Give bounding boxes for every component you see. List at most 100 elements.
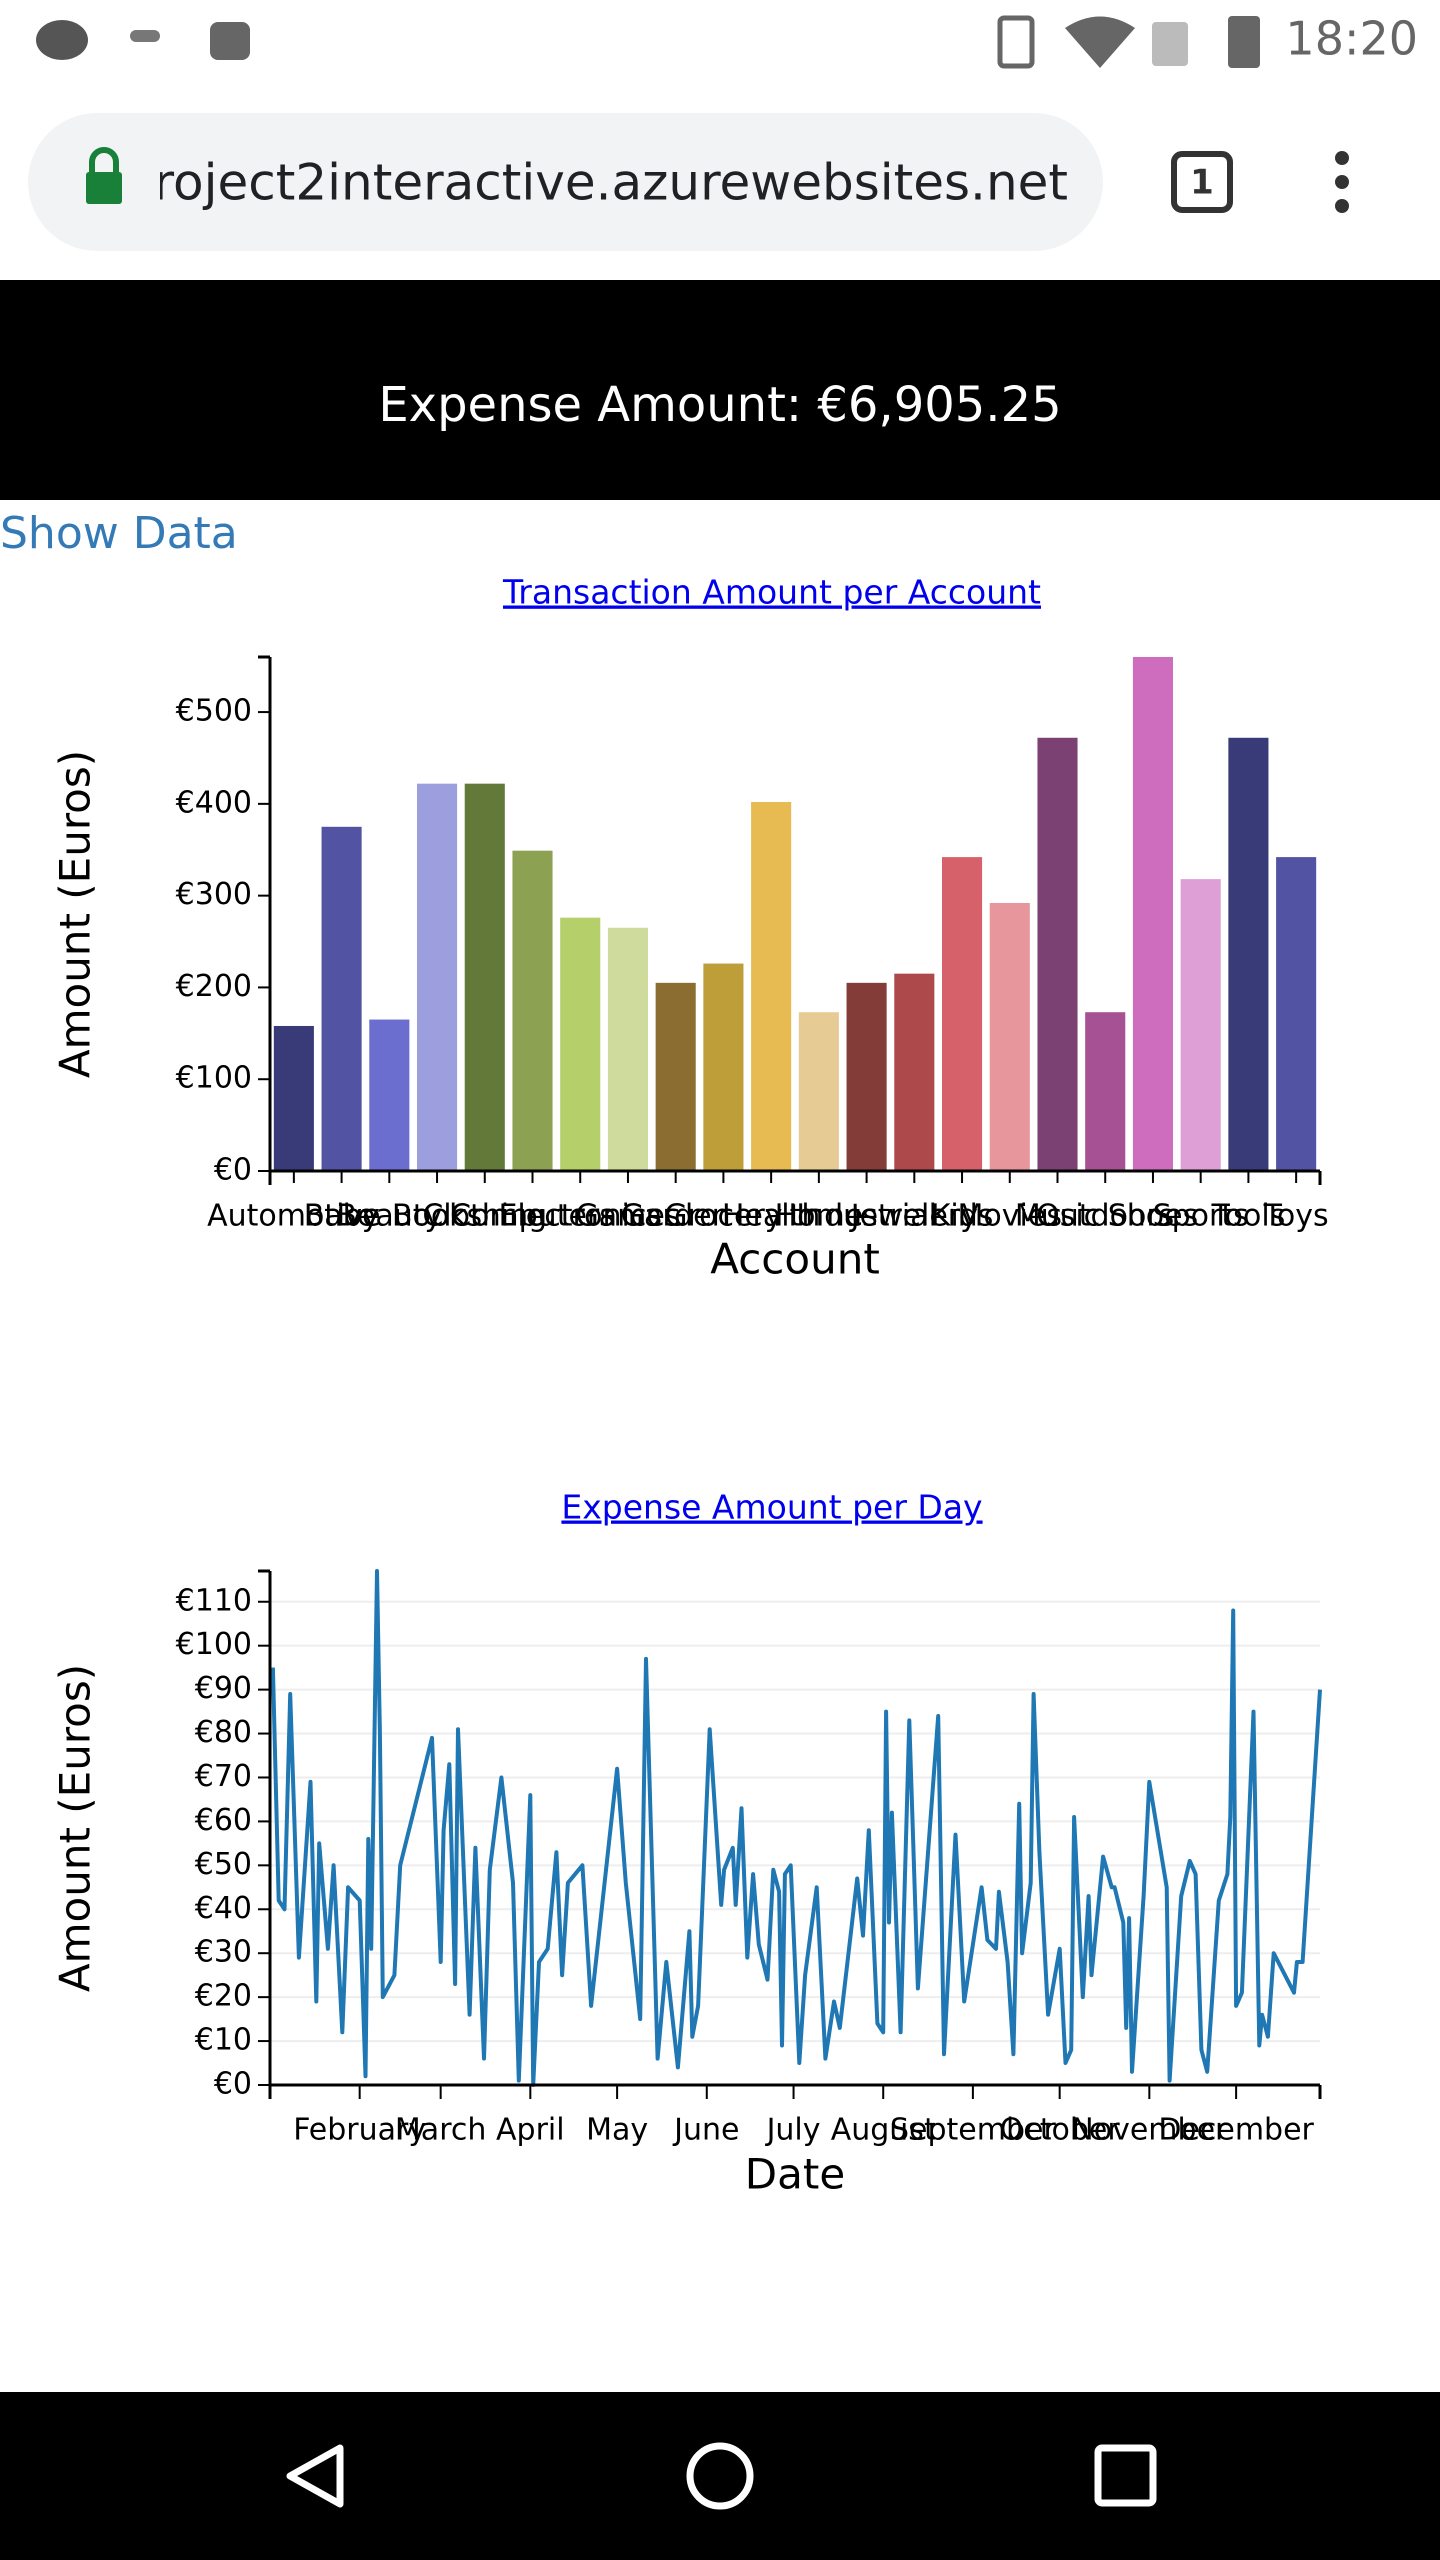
y-tick-label: €0 — [214, 1153, 252, 1188]
bar — [1085, 1012, 1126, 1171]
bar — [464, 783, 505, 1171]
x-tick-label: Games — [575, 1199, 680, 1234]
x-tick-label: Kids — [931, 1199, 994, 1234]
x-tick-label: Industrial — [796, 1199, 937, 1234]
x-tick-label: Toys — [1263, 1199, 1329, 1234]
y-axis-title: Amount (Euros) — [51, 1664, 100, 1992]
bar — [1180, 879, 1221, 1171]
nav-bar — [0, 2392, 1440, 2560]
x-tick-label: Electronics — [498, 1199, 662, 1234]
x-axis-title: Account — [710, 1235, 880, 1284]
bar — [607, 927, 648, 1171]
x-tick-label: March — [395, 2113, 486, 2148]
y-tick-label: €100 — [176, 1061, 252, 1096]
bar — [1228, 737, 1269, 1171]
bar — [273, 1025, 314, 1171]
y-tick-label: €200 — [176, 969, 252, 1004]
vibrate-icon — [997, 15, 1035, 69]
y-tick-label: €30 — [195, 1935, 252, 1970]
show-data-link[interactable]: Show Data — [0, 508, 238, 559]
x-tick-label: Clothing — [422, 1199, 547, 1234]
header-title: Expense Amount: €6,905.25 — [378, 377, 1061, 433]
x-tick-label: Tools — [1210, 1199, 1285, 1234]
x-tick-label: Outdoors — [1036, 1199, 1174, 1234]
battery-icon — [1228, 16, 1260, 68]
status-icon — [130, 30, 160, 42]
x-tick-label: Computers — [450, 1199, 615, 1234]
x-tick-label: Beauty — [336, 1199, 442, 1234]
x-tick-label: November — [1071, 2113, 1228, 2148]
bar — [798, 1012, 839, 1171]
x-tick-label: October — [1000, 2113, 1121, 2148]
status-icon — [210, 22, 250, 60]
y-tick-label: €60 — [195, 1803, 252, 1838]
x-axis-title: Date — [745, 2150, 845, 2199]
bar — [1276, 857, 1317, 1171]
charts: Transaction Amount per Account Amount (Eu… — [51, 573, 1329, 2199]
x-tick-label: Music — [1015, 1199, 1100, 1234]
bar — [703, 963, 744, 1171]
y-tick-label: €400 — [176, 785, 252, 820]
y-tick-label: €10 — [195, 2023, 252, 2058]
bar — [655, 982, 696, 1171]
tab-count[interactable]: 1 — [1190, 163, 1214, 203]
y-tick-label: €100 — [176, 1627, 252, 1662]
bar — [989, 902, 1030, 1171]
y-axis-title: Amount (Euros) — [51, 750, 100, 1078]
bar — [512, 850, 553, 1171]
x-tick-label: Sports — [1153, 1199, 1249, 1234]
x-tick-label: June — [672, 2113, 739, 2148]
chart-title: Transaction Amount per Account — [502, 573, 1041, 612]
x-tick-label: Baby — [304, 1199, 380, 1234]
x-tick-label: February — [293, 2113, 426, 2148]
line — [270, 1569, 1322, 2087]
x-tick-label: December — [1158, 2113, 1314, 2148]
x-tick-label: Health — [722, 1199, 821, 1234]
y-tick-label: €80 — [195, 1715, 252, 1750]
x-tick-label: Shoes — [1108, 1199, 1199, 1234]
x-tick-label: Garden — [621, 1199, 731, 1234]
menu-dot[interactable] — [1335, 199, 1349, 213]
bar — [321, 826, 362, 1171]
x-tick-label: August — [831, 2113, 936, 2148]
y-tick-label: €20 — [195, 1979, 252, 2014]
back-button[interactable] — [286, 2444, 344, 2508]
y-tick-label: €50 — [195, 1847, 252, 1882]
x-tick-label: Grocery — [664, 1199, 782, 1234]
x-tick-label: Movies — [958, 1199, 1062, 1234]
recents-button[interactable] — [1094, 2444, 1157, 2507]
sim-icon — [1152, 22, 1188, 66]
x-tick-label: May — [586, 2113, 648, 2148]
x-tick-label: Home — [775, 1199, 864, 1234]
x-tick-label: Books — [392, 1199, 482, 1234]
url[interactable]: project2interactive.azurewebsites.net — [122, 154, 1068, 212]
wifi-icon — [1065, 16, 1135, 68]
menu-dot[interactable] — [1335, 151, 1349, 165]
x-tick-label: Automotive — [207, 1199, 381, 1234]
x-tick-label: April — [496, 2113, 565, 2148]
y-tick-label: €0 — [214, 2067, 252, 2102]
clock: 18:20 — [1285, 12, 1418, 66]
bar — [942, 857, 983, 1171]
x-tick-label: July — [765, 2113, 821, 2148]
x-tick-label: Jewelery — [849, 1199, 978, 1234]
bar — [560, 917, 601, 1171]
y-tick-label: €300 — [176, 877, 252, 912]
tab-switcher[interactable] — [1171, 151, 1233, 213]
y-tick-label: €90 — [195, 1671, 252, 1706]
home-button[interactable] — [686, 2442, 754, 2510]
y-tick-label: €40 — [195, 1891, 252, 1926]
bar — [894, 973, 935, 1171]
chart-title: Expense Amount per Day — [561, 1488, 982, 1527]
bar — [846, 982, 887, 1171]
header — [0, 280, 1440, 500]
bar — [369, 1019, 410, 1171]
bar — [417, 783, 458, 1171]
y-tick-label: €110 — [176, 1583, 252, 1618]
menu-dot[interactable] — [1335, 175, 1349, 189]
address-bar[interactable] — [28, 113, 1103, 251]
y-tick-label: €500 — [176, 694, 252, 729]
x-tick-label: September — [890, 2113, 1056, 2148]
